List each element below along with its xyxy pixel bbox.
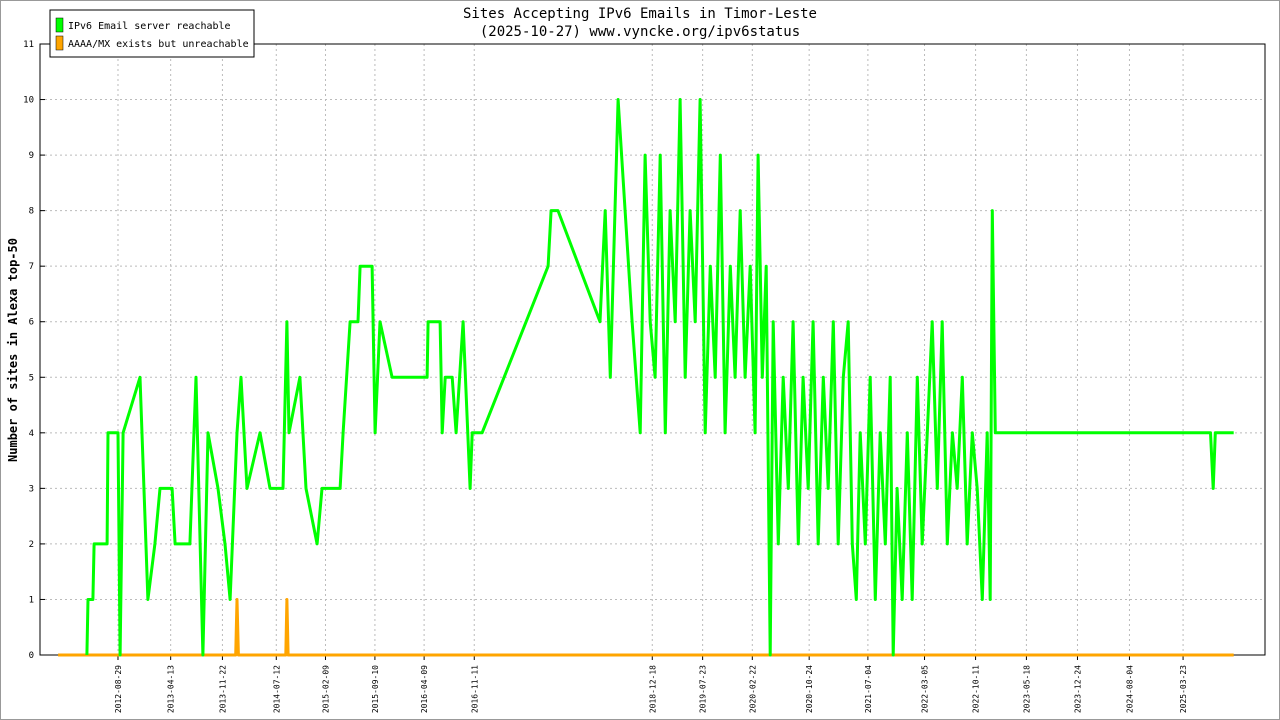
x-tick-label: 2020-10-24 <box>805 665 814 713</box>
x-tick-label: 2016-11-11 <box>470 665 479 713</box>
x-tick-label: 2012-08-29 <box>114 665 123 713</box>
legend-swatch <box>55 35 64 51</box>
y-tick-label: 3 <box>29 484 34 494</box>
y-tick-label: 2 <box>29 540 34 550</box>
x-tick-label: 2025-03-23 <box>1179 665 1188 713</box>
chart-title: Sites Accepting IPv6 Emails in Timor-Les… <box>463 6 817 22</box>
x-tick-label: 2023-05-18 <box>1022 665 1031 713</box>
y-tick-label: 8 <box>29 207 34 217</box>
x-tick-label: 2023-12-24 <box>1073 665 1082 713</box>
series-line <box>85 98 1234 657</box>
x-tick-label: 2015-02-09 <box>321 665 330 713</box>
x-tick-label: 2022-03-05 <box>921 665 930 713</box>
y-tick-label: 7 <box>29 262 34 272</box>
x-tick-label: 2019-07-23 <box>699 665 708 713</box>
legend-box <box>49 9 255 58</box>
series-line <box>58 598 1234 657</box>
x-tick-label: 2020-02-22 <box>748 665 757 713</box>
x-tick-label: 2022-10-11 <box>972 665 981 713</box>
y-tick-label: 0 <box>29 651 34 661</box>
y-tick-label: 4 <box>29 429 34 439</box>
x-tick-label: 2014-07-12 <box>272 665 281 713</box>
x-tick-label: 2024-08-04 <box>1125 665 1134 713</box>
y-tick-label: 11 <box>23 40 34 50</box>
x-tick-label: 2018-12-18 <box>648 665 657 713</box>
legend-label: AAAA/MX exists but unreachable <box>68 39 249 50</box>
y-tick-label: 10 <box>23 96 34 106</box>
x-tick-label: 2016-04-09 <box>420 665 429 713</box>
y-axis-label: Number of sites in Alexa top-50 <box>6 238 20 462</box>
x-tick-label: 2015-09-10 <box>371 665 380 713</box>
x-tick-label: 2013-11-22 <box>218 665 227 713</box>
x-tick-label: 2021-07-04 <box>864 665 873 713</box>
legend-swatch <box>55 17 64 33</box>
y-tick-label: 9 <box>29 151 34 161</box>
chart-subtitle: (2025-10-27) www.vyncke.org/ipv6status <box>480 24 800 40</box>
y-tick-label: 5 <box>29 373 34 383</box>
y-tick-label: 6 <box>29 318 34 328</box>
legend-label: IPv6 Email server reachable <box>68 21 231 32</box>
x-tick-label: 2013-04-13 <box>167 665 176 713</box>
y-tick-label: 1 <box>29 595 34 605</box>
